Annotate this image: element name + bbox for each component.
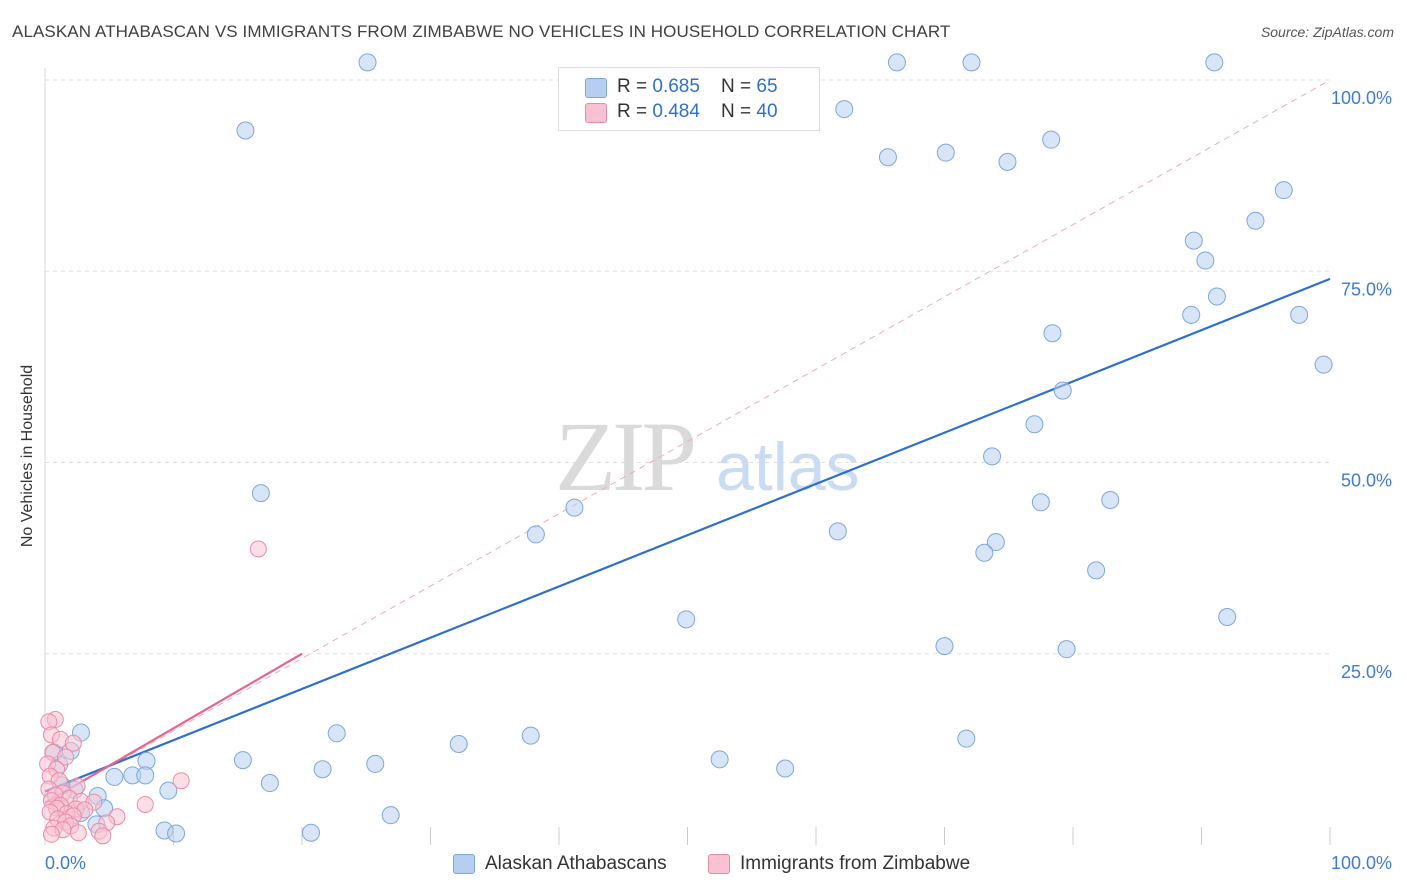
data-point-alaskan-athabascans <box>313 760 332 779</box>
trend-lines <box>44 79 1331 804</box>
data-point-alaskan-athabascans <box>1196 251 1215 270</box>
data-point-alaskan-athabascans <box>878 148 897 167</box>
legend: Alaskan Athabascans Immigrants from Zimb… <box>0 853 1406 877</box>
data-point-immigrants-from-zimbabwe <box>249 540 267 558</box>
data-point-alaskan-athabascans <box>986 533 1005 552</box>
data-point-alaskan-athabascans <box>776 759 795 778</box>
y-tick-label: 50.0% <box>1341 471 1392 491</box>
data-point-alaskan-athabascans <box>935 637 954 656</box>
r-value: 0.484 <box>652 101 700 122</box>
data-point-alaskan-athabascans <box>526 525 545 544</box>
watermark-atlas: atlas <box>716 429 860 505</box>
data-point-alaskan-athabascans <box>677 610 696 629</box>
data-point-alaskan-athabascans <box>1087 561 1106 580</box>
data-point-alaskan-athabascans <box>975 543 994 562</box>
x-tick-label: 0.0% <box>45 853 86 873</box>
trend-line-alaskan-athabascans <box>44 277 1331 793</box>
data-point-alaskan-athabascans <box>1314 355 1333 374</box>
y-tick-label: 25.0% <box>1341 662 1392 682</box>
data-point-immigrants-from-zimbabwe <box>42 825 60 843</box>
y-tick-label: 100.0% <box>1331 88 1392 108</box>
data-point-alaskan-athabascans <box>233 751 252 770</box>
data-point-immigrants-from-zimbabwe <box>64 734 82 752</box>
data-point-alaskan-athabascans <box>1290 305 1309 324</box>
pink-swatch-icon <box>708 854 730 874</box>
data-point-alaskan-athabascans <box>260 774 279 793</box>
data-point-alaskan-athabascans <box>887 53 906 72</box>
blue-swatch-icon <box>585 78 607 98</box>
trend-line-immigrants-from-zimbabwe <box>44 652 303 804</box>
data-point-alaskan-athabascans <box>565 498 584 517</box>
data-point-alaskan-athabascans <box>1053 381 1072 400</box>
data-point-immigrants-from-zimbabwe <box>94 827 112 845</box>
pink-swatch-icon <box>585 103 607 123</box>
data-point-immigrants-from-zimbabwe <box>57 748 75 766</box>
data-point-alaskan-athabascans <box>828 522 847 541</box>
data-point-alaskan-athabascans <box>710 750 729 769</box>
data-point-alaskan-athabascans <box>962 53 981 72</box>
data-point-alaskan-athabascans <box>1042 130 1061 149</box>
chart-title: ALASKAN ATHABASCAN VS IMMIGRANTS FROM ZI… <box>12 22 951 41</box>
data-point-alaskan-athabascans <box>957 729 976 748</box>
data-point-immigrants-from-zimbabwe <box>172 772 190 790</box>
data-point-alaskan-athabascans <box>1207 287 1226 306</box>
data-point-immigrants-from-zimbabwe <box>136 795 154 813</box>
source-label[interactable]: Source: ZipAtlas.com <box>1260 24 1394 40</box>
data-point-alaskan-athabascans <box>1182 305 1201 324</box>
r-label: R = <box>617 76 653 97</box>
r-label: R = <box>617 101 653 122</box>
data-point-alaskan-athabascans <box>835 100 854 119</box>
data-point-immigrants-from-zimbabwe <box>69 824 87 842</box>
data-point-alaskan-athabascans <box>366 754 385 773</box>
data-point-alaskan-athabascans <box>521 726 540 745</box>
n-label: N = <box>721 101 757 122</box>
data-point-alaskan-athabascans <box>301 823 320 842</box>
data-point-alaskan-athabascans <box>1025 415 1044 434</box>
data-point-alaskan-athabascans <box>1101 490 1120 509</box>
series-immigrants-from-zimbabwe <box>39 540 267 845</box>
data-point-alaskan-athabascans <box>167 824 186 843</box>
reference-dashed-line <box>44 79 1331 804</box>
data-point-alaskan-athabascans <box>1274 181 1293 200</box>
r-value: 0.685 <box>652 76 700 97</box>
data-point-alaskan-athabascans <box>1057 640 1076 659</box>
watermark: ZIP atlas <box>555 401 860 512</box>
x-tick-label: 100.0% <box>1331 853 1392 873</box>
data-point-alaskan-athabascans <box>1205 53 1224 72</box>
data-point-alaskan-athabascans <box>1218 608 1237 627</box>
data-point-alaskan-athabascans <box>1246 211 1265 230</box>
watermark-zip: ZIP <box>555 401 693 512</box>
data-point-alaskan-athabascans <box>381 806 400 825</box>
stats-box: R = 0.685 N = 65 R = 0.484 N = 40 <box>558 67 820 131</box>
legend-label: Alaskan Athabascans <box>485 853 667 874</box>
axis-ticks: 25.0% 50.0% 75.0% 100.0% 0.0% 100.0% <box>45 88 1392 873</box>
data-point-alaskan-athabascans <box>1184 231 1203 250</box>
blue-swatch-icon <box>453 854 475 874</box>
data-point-alaskan-athabascans <box>936 143 955 162</box>
y-tick-label: 75.0% <box>1341 279 1392 299</box>
data-point-alaskan-athabascans <box>983 447 1002 466</box>
data-point-alaskan-athabascans <box>449 735 468 754</box>
data-point-alaskan-athabascans <box>136 766 155 785</box>
data-point-alaskan-athabascans <box>998 152 1017 171</box>
legend-label: Immigrants from Zimbabwe <box>740 853 971 874</box>
n-value: 65 <box>756 76 778 97</box>
data-point-alaskan-athabascans <box>236 121 255 140</box>
data-point-alaskan-athabascans <box>105 767 124 786</box>
n-value: 40 <box>756 101 778 122</box>
data-point-alaskan-athabascans <box>159 781 178 800</box>
n-label: N = <box>721 76 757 97</box>
data-point-alaskan-athabascans <box>251 484 270 503</box>
data-point-alaskan-athabascans <box>1043 324 1062 343</box>
data-point-alaskan-athabascans <box>327 724 346 743</box>
data-point-alaskan-athabascans <box>358 53 377 72</box>
data-point-alaskan-athabascans <box>1031 493 1050 512</box>
